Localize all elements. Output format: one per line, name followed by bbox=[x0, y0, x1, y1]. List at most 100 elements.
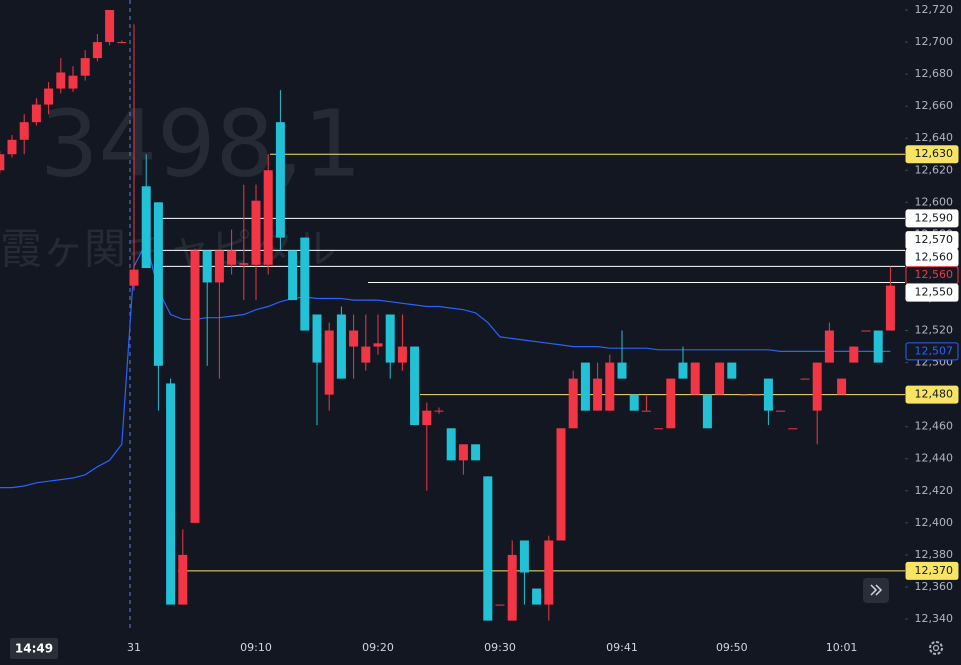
candle-body bbox=[434, 410, 444, 412]
candle-body bbox=[129, 269, 139, 286]
candle-body bbox=[458, 444, 468, 461]
candle bbox=[56, 58, 66, 94]
candle-body bbox=[873, 330, 883, 363]
candle bbox=[336, 306, 346, 379]
candle bbox=[824, 322, 834, 363]
price-label-box bbox=[905, 283, 959, 302]
candle-body bbox=[568, 378, 578, 429]
candle bbox=[239, 184, 249, 301]
candle-body bbox=[117, 42, 127, 44]
candle bbox=[385, 314, 395, 379]
y-tick-label: 12,620 bbox=[915, 163, 954, 176]
candle-body bbox=[788, 428, 798, 430]
candle-body bbox=[288, 250, 298, 301]
candle bbox=[300, 237, 310, 331]
candle-body bbox=[507, 554, 517, 621]
candle bbox=[7, 135, 17, 158]
y-tick-label: 12,520 bbox=[915, 324, 954, 337]
candle bbox=[763, 378, 773, 426]
candle-body bbox=[617, 362, 627, 379]
candle-body bbox=[263, 170, 273, 265]
y-tick-label: 12,680 bbox=[915, 67, 954, 80]
candle-body bbox=[275, 122, 285, 238]
crosshair-time: 14:49 bbox=[15, 642, 53, 656]
candle bbox=[141, 154, 151, 269]
candle-body bbox=[7, 139, 17, 155]
candle-body bbox=[239, 263, 249, 265]
y-tick-label: 12,700 bbox=[915, 35, 954, 48]
candle-body bbox=[641, 410, 651, 412]
candle bbox=[776, 410, 786, 412]
candle-body bbox=[580, 362, 590, 411]
candle-body bbox=[824, 330, 834, 363]
candle-body bbox=[519, 540, 529, 573]
price-label: 12,590 bbox=[905, 209, 959, 228]
candle bbox=[727, 362, 737, 379]
candle bbox=[739, 394, 749, 396]
candle bbox=[349, 314, 359, 379]
candle bbox=[434, 407, 444, 414]
candle bbox=[202, 250, 212, 366]
price-label-box bbox=[905, 145, 959, 164]
price-label-text: 12,560 bbox=[915, 251, 954, 264]
candle-body bbox=[885, 285, 895, 331]
candle-body bbox=[715, 362, 725, 395]
candle bbox=[751, 394, 761, 396]
candle-body bbox=[300, 237, 310, 331]
settings-button[interactable] bbox=[929, 641, 943, 655]
price-label-text: 12,550 bbox=[915, 286, 954, 299]
candle bbox=[251, 184, 261, 301]
candle bbox=[617, 330, 627, 379]
candle-body bbox=[654, 428, 664, 430]
candle-body bbox=[861, 330, 871, 332]
candle-body bbox=[92, 42, 102, 59]
candle-body bbox=[495, 604, 505, 606]
candle bbox=[605, 354, 615, 411]
candle-body bbox=[178, 554, 188, 605]
candle-body bbox=[153, 202, 163, 366]
candle bbox=[849, 346, 859, 363]
candle-body bbox=[593, 378, 603, 411]
candle-body bbox=[739, 394, 749, 396]
price-label-text: 12,480 bbox=[915, 388, 954, 401]
y-tick-label: 12,660 bbox=[915, 99, 954, 112]
price-label: 12,507 bbox=[905, 342, 959, 361]
price-label-box bbox=[905, 561, 959, 580]
candle bbox=[129, 24, 139, 291]
y-tick-label: 12,720 bbox=[915, 3, 954, 16]
price-label-text: 12,630 bbox=[915, 147, 954, 160]
watermark-symbol: 3498,1 bbox=[40, 90, 362, 197]
candle bbox=[471, 444, 481, 461]
candle bbox=[458, 444, 468, 475]
candle bbox=[556, 428, 566, 541]
candle bbox=[227, 229, 237, 275]
candle bbox=[19, 114, 29, 155]
candle-body bbox=[105, 10, 115, 43]
y-tick-label: 12,600 bbox=[915, 195, 954, 208]
price-label: 12,560 bbox=[905, 248, 959, 267]
candle-body bbox=[605, 362, 615, 411]
candle bbox=[593, 362, 603, 411]
candle-body bbox=[678, 362, 688, 379]
candle bbox=[214, 250, 224, 379]
candle-body bbox=[0, 154, 5, 171]
candle bbox=[812, 362, 822, 445]
scroll-button[interactable] bbox=[863, 578, 889, 603]
candle bbox=[410, 346, 420, 426]
candle-body bbox=[44, 88, 54, 105]
candle-body bbox=[214, 250, 224, 283]
candle bbox=[702, 394, 712, 429]
x-tick-label: 10:01 bbox=[826, 641, 858, 654]
candle-body bbox=[251, 200, 261, 265]
candle bbox=[654, 428, 664, 430]
candle bbox=[105, 10, 115, 46]
candle-body bbox=[849, 346, 859, 363]
candle bbox=[397, 314, 407, 371]
candle-body bbox=[336, 314, 346, 379]
price-label: 12,370 bbox=[905, 561, 959, 580]
candle bbox=[641, 394, 651, 412]
price-label: 12,570 bbox=[905, 231, 959, 250]
price-label: 12,560 bbox=[905, 266, 959, 285]
candle bbox=[288, 250, 298, 301]
candle bbox=[873, 330, 883, 363]
